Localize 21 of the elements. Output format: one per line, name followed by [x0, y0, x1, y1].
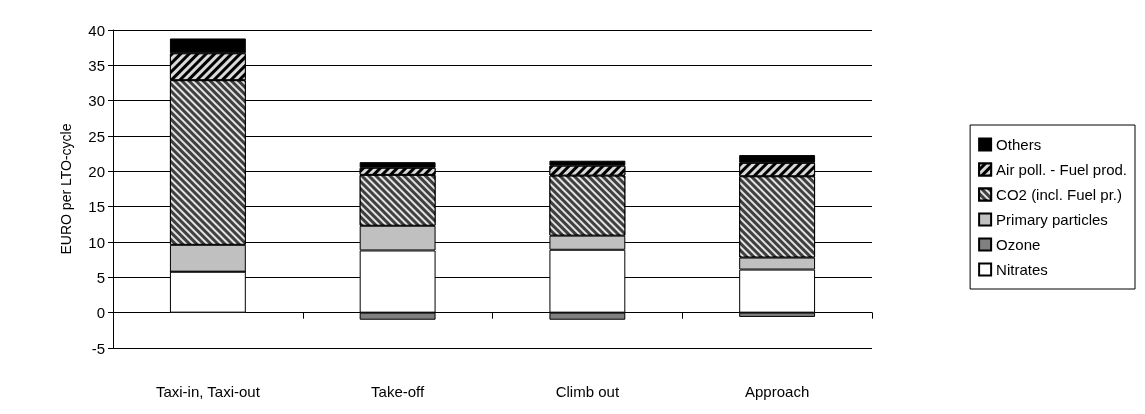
y-tick-label: 30 [88, 92, 105, 110]
y-tick-label: -5 [91, 339, 105, 357]
legend-label: Air poll. - Fuel prod. [996, 161, 1128, 178]
x-tick-label: Climb out [555, 383, 620, 400]
legend-label: Nitrates [996, 261, 1048, 278]
legend-label: Primary particles [996, 211, 1108, 228]
y-tick-label: 20 [88, 162, 105, 180]
y-tick-label: 0 [96, 304, 105, 322]
legend-label: Others [996, 136, 1042, 153]
x-tick-label: Take-off [371, 383, 425, 400]
y-tick-label: 5 [96, 268, 105, 286]
y-tick-label: 15 [88, 198, 105, 216]
y-tick-label: 35 [88, 56, 105, 74]
y-axis-title: EURO per LTO-cycle [58, 123, 74, 255]
y-tick-label: 10 [88, 233, 105, 251]
legend-label: Ozone [996, 236, 1041, 253]
y-tick-label: 40 [88, 21, 105, 39]
y-tick-label: 25 [88, 127, 105, 145]
legend-label: CO2 (incl. Fuel pr.) [996, 186, 1122, 203]
x-tick-label: Taxi-in, Taxi-out [155, 383, 261, 400]
x-tick-label: Approach [745, 383, 810, 400]
